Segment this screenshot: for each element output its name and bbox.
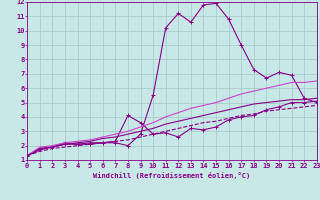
X-axis label: Windchill (Refroidissement éolien,°C): Windchill (Refroidissement éolien,°C) (93, 172, 251, 179)
